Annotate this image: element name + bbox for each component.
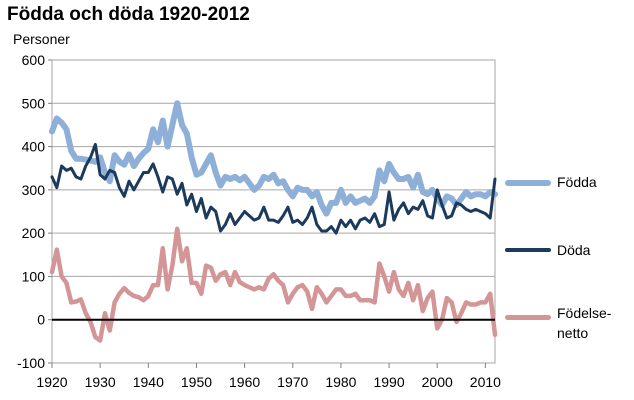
x-tick-label: 2000: [422, 374, 453, 390]
legend-label-doda: Döda: [557, 242, 591, 258]
x-tick-label: 1980: [325, 374, 356, 390]
x-tick-label: 1960: [229, 374, 260, 390]
x-tick-label: 1920: [36, 374, 67, 390]
plot-area-frame: [51, 59, 496, 364]
series-line-fodelsenetto: [49, 226, 498, 343]
grid-layer: [51, 59, 496, 364]
series-layer: [49, 100, 498, 343]
legend-label-fodda: Födda: [557, 174, 597, 190]
x-tick-label: 1970: [277, 374, 308, 390]
y-tick-label: 200: [22, 225, 46, 241]
y-tick-label: -100: [17, 355, 45, 371]
legend-item-doda: Döda: [505, 238, 630, 298]
y-tick-label: 0: [37, 312, 45, 328]
x-tick-label: 1930: [85, 374, 116, 390]
y-tick-label: 100: [22, 268, 46, 284]
legend-item-fodda: Födda: [505, 170, 630, 230]
y-tick-label: 400: [22, 139, 46, 155]
y-tick-label: 300: [22, 182, 46, 198]
series-line-fodda: [49, 100, 498, 217]
legend-item-fodelsenetto: Födelse- netto: [505, 305, 630, 365]
y-tick-label: 500: [22, 95, 46, 111]
series-line-doda: [50, 142, 497, 235]
legend-swatch-doda: [505, 248, 551, 252]
x-tick-label: 1950: [181, 374, 212, 390]
legend-swatch-fodda: [505, 180, 551, 186]
legend-label-fodelsenetto-line1: Födelse-: [557, 305, 612, 321]
legend-swatch-fodelsenetto: [505, 315, 551, 320]
axis-layer: -100 0 100 200 300 400 500 600 1920 1930 1940 1950 1…: [17, 52, 501, 390]
x-tick-label: 2010: [470, 374, 501, 390]
y-tick-label: 600: [22, 52, 46, 68]
legend-label-fodelsenetto-line2: netto: [557, 325, 589, 341]
x-tick-label: 1940: [133, 374, 164, 390]
x-tick-label: 1990: [373, 374, 404, 390]
chart-title: Födda och döda 1920-2012: [7, 4, 250, 25]
y-axis-unit-label: Personer: [13, 31, 70, 47]
